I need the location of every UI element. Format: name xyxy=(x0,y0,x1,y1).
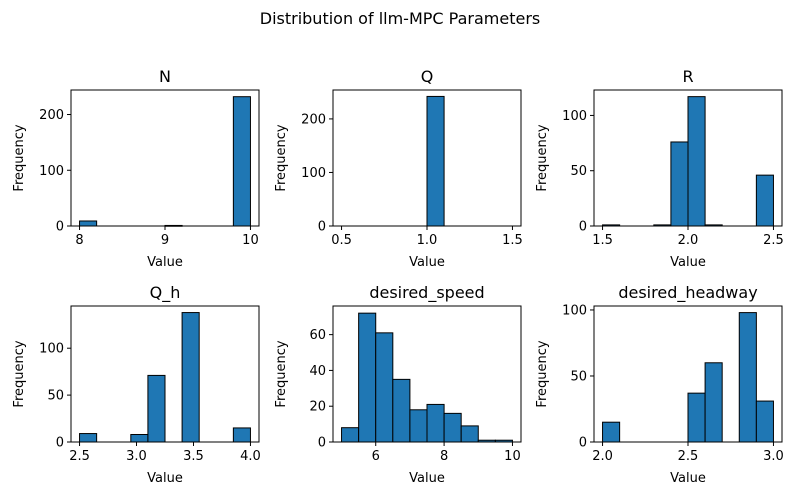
n-x-label: Value xyxy=(147,255,183,270)
n-y-tick-label: 0 xyxy=(56,220,64,235)
r-bar xyxy=(670,141,689,227)
desired-speed-y-tick-label: 0 xyxy=(318,436,326,451)
n-bar xyxy=(79,220,98,227)
q-x-tick-label: 0.5 xyxy=(331,233,352,248)
n-y-tick-label: 200 xyxy=(39,108,64,123)
n-x-tick-label: 10 xyxy=(242,233,259,248)
desired-speed-bar xyxy=(358,312,377,443)
r-bar xyxy=(755,174,774,227)
r-bar xyxy=(687,96,706,227)
subplot-q: 0.5 1.0 1.5 0 100 200 Q Value Frequency xyxy=(274,67,523,270)
q-h-x-tick-label: 2.5 xyxy=(69,449,90,464)
desired-speed-bar xyxy=(409,409,428,443)
desired-headway-x-tick-label: 2.5 xyxy=(678,449,699,464)
desired-headway-y-tick-label: 50 xyxy=(570,369,587,384)
r-x-tick-label: 2.0 xyxy=(678,233,699,248)
desired-headway-bar xyxy=(602,421,621,443)
desired-speed-bar xyxy=(341,427,360,443)
q-y-tick-label: 200 xyxy=(301,112,326,127)
q-h-y-label: Frequency xyxy=(12,340,27,407)
desired-headway-bar xyxy=(687,392,706,443)
r-y-label: Frequency xyxy=(535,124,550,191)
desired-speed-bar xyxy=(443,412,462,443)
desired-speed-y-label: Frequency xyxy=(274,340,289,407)
q-h-y-tick-label: 50 xyxy=(47,389,64,404)
desired-headway-y-tick-label: 0 xyxy=(579,436,587,451)
desired-speed-bar xyxy=(426,403,445,443)
desired-speed-bar xyxy=(460,425,479,443)
desired-headway-bar xyxy=(738,312,757,443)
desired-speed-x-tick-label: 6 xyxy=(372,449,380,464)
q-x-tick-label: 1.5 xyxy=(502,233,523,248)
r-title: R xyxy=(682,67,693,86)
desired-speed-y-tick-label: 20 xyxy=(309,400,326,415)
desired-headway-bar xyxy=(755,400,774,443)
subplot-r: 1.5 2.0 2.5 0 50 100 R Value Frequency xyxy=(535,67,784,270)
subplot-desired-speed: 6 8 10 0 20 40 60 desired_speed Value Frequency xyxy=(274,283,522,486)
desired-headway-x-tick-label: 3.0 xyxy=(763,449,784,464)
q-h-x-label: Value xyxy=(147,471,183,486)
q-h-x-tick-label: 3.0 xyxy=(126,449,147,464)
desired-headway-y-tick-label: 100 xyxy=(562,303,587,318)
subplot-desired-headway: 2.0 2.5 3.0 0 50 100 desired_headway Value Frequ… xyxy=(535,283,784,486)
desired-speed-axes-frame xyxy=(332,305,522,443)
subplot-q-h: 2.5 3.0 3.5 4.0 0 50 100 Q_h Value Frequency xyxy=(12,283,261,486)
q-h-title: Q_h xyxy=(150,283,181,303)
r-x-label: Value xyxy=(670,255,706,270)
r-x-tick-label: 1.5 xyxy=(592,233,613,248)
n-x-tick-label: 8 xyxy=(75,233,83,248)
q-h-bar xyxy=(130,433,149,443)
desired-speed-bar xyxy=(375,332,394,443)
q-h-bar xyxy=(181,312,200,443)
q-h-bar xyxy=(232,427,251,443)
n-x-tick-label: 9 xyxy=(161,233,169,248)
q-y-tick-label: 100 xyxy=(301,166,326,181)
figure-title: Distribution of llm-MPC Parameters xyxy=(260,9,540,28)
q-h-bar xyxy=(147,374,166,443)
q-h-x-tick-label: 3.5 xyxy=(183,449,204,464)
desired-speed-y-tick-label: 60 xyxy=(309,328,326,343)
q-y-label: Frequency xyxy=(274,124,289,191)
desired-headway-x-tick-label: 2.0 xyxy=(592,449,613,464)
q-h-y-tick-label: 100 xyxy=(39,342,64,357)
n-y-tick-label: 100 xyxy=(39,164,64,179)
q-h-y-tick-label: 0 xyxy=(56,436,64,451)
q-x-tick-label: 1.0 xyxy=(417,233,438,248)
desired-headway-title: desired_headway xyxy=(618,283,757,303)
q-title: Q xyxy=(421,67,434,86)
r-y-tick-label: 50 xyxy=(570,164,587,179)
n-y-label: Frequency xyxy=(12,124,27,191)
q-x-label: Value xyxy=(409,255,445,270)
desired-speed-title: desired_speed xyxy=(369,283,484,303)
r-x-tick-label: 2.5 xyxy=(763,233,784,248)
n-title: N xyxy=(159,67,171,86)
desired-speed-y-tick-label: 40 xyxy=(309,364,326,379)
desired-speed-x-tick-label: 10 xyxy=(504,449,521,464)
desired-speed-x-label: Value xyxy=(409,471,445,486)
q-y-tick-label: 0 xyxy=(318,220,326,235)
desired-headway-bar xyxy=(704,362,723,443)
r-y-tick-label: 0 xyxy=(579,220,587,235)
desired-headway-x-label: Value xyxy=(670,471,706,486)
desired-speed-bar xyxy=(392,378,411,443)
desired-headway-y-label: Frequency xyxy=(535,340,550,407)
q-h-x-tick-label: 4.0 xyxy=(240,449,261,464)
n-bar xyxy=(232,96,251,227)
q-h-bar xyxy=(79,433,98,443)
q-bar xyxy=(426,95,445,227)
desired-speed-x-tick-label: 8 xyxy=(440,449,448,464)
q-h-axes-frame xyxy=(70,305,260,443)
r-y-tick-label: 100 xyxy=(562,109,587,124)
